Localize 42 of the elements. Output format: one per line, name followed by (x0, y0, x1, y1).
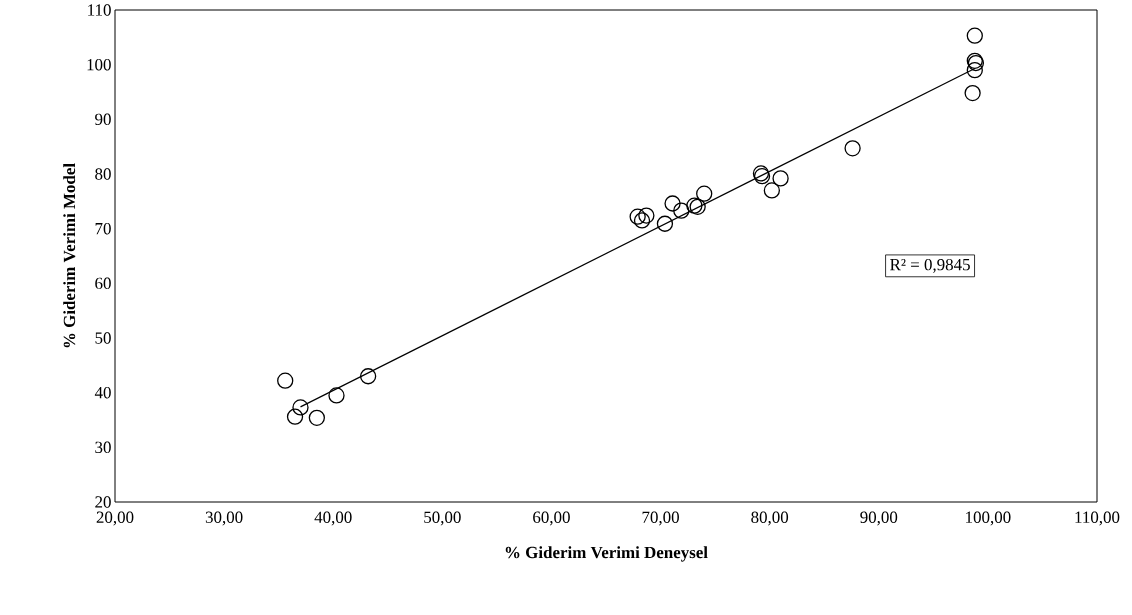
y-tick-label: 100 (87, 58, 111, 71)
y-tick-label: 110 (88, 4, 111, 16)
point (772, 170, 789, 187)
point (638, 207, 655, 224)
point (763, 182, 781, 199)
y-tick-label: 30 (95, 441, 111, 454)
point (673, 202, 690, 219)
point (844, 140, 861, 157)
x-tick-label: 70,00 (642, 511, 679, 526)
y-tick-label: 70 (95, 222, 111, 235)
y-tick-label: 80 (95, 168, 111, 180)
x-tick-label: 110,00 (1075, 511, 1120, 526)
x-tick-label: 90,00 (860, 511, 898, 526)
x-tick-label: 30,00 (205, 511, 243, 526)
x-tick-label: 50,00 (424, 511, 461, 526)
point (633, 212, 651, 229)
x-tick-label: 60,00 (533, 511, 570, 526)
point (286, 408, 304, 425)
point (292, 399, 309, 416)
point (966, 27, 983, 44)
x-tick-label: 80,00 (751, 511, 789, 526)
y-tick-label: 90 (95, 113, 111, 126)
point (359, 368, 377, 385)
x-axis-title: % Giderim Verimi Deneysel (505, 546, 708, 562)
point (328, 387, 345, 404)
y-tick-label: 20 (95, 496, 111, 508)
y-axis-title: % Giderim Verimi Model (63, 163, 76, 348)
x-tick-label: 20,00 (96, 511, 134, 526)
point (966, 61, 983, 79)
x-tick-label: 40,00 (314, 511, 352, 526)
point (308, 409, 326, 426)
annotation: R² = 0,9845 (890, 258, 970, 273)
point (664, 195, 681, 212)
x-tick-label: 100,00 (966, 511, 1011, 526)
point (964, 84, 981, 102)
y-tick-label: 60 (95, 277, 111, 290)
point (277, 372, 294, 389)
y-tick-label: 50 (95, 332, 111, 344)
point (629, 208, 646, 225)
point (656, 215, 674, 232)
point (696, 185, 713, 202)
y-tick-label: 40 (94, 386, 111, 399)
